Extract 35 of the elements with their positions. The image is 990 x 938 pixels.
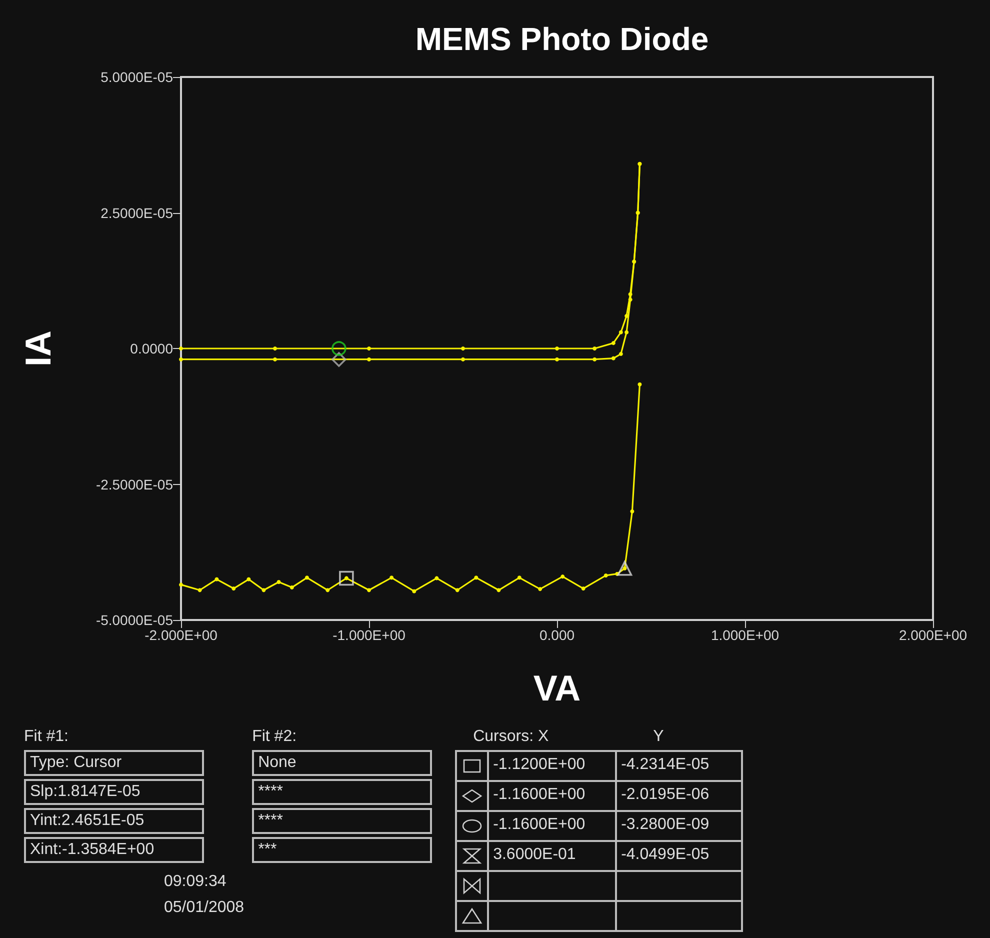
chart-title: MEMS Photo Diode [415,21,709,57]
text: 05/01/2008 [164,899,244,917]
text: **** [252,779,432,805]
text: 09:09:34 [164,873,228,891]
text: -4.0499E-05 [620,845,710,865]
text: Xint:-1.3584E+00 [24,837,204,863]
x-tick-label: -2.000E+00 [144,627,218,643]
text: Y [653,728,665,747]
x-tick-label: -1.000E+00 [332,627,406,643]
text: Yint:2.4651E-05 [24,808,204,834]
y-tick-label: 5.0000E-05 [100,69,174,85]
text: Slp:1.8147E-05 [24,779,204,805]
text: *** [252,837,432,863]
text: -4.2314E-05 [620,755,710,775]
x-tick-label: 1.000E+00 [710,627,780,643]
x-axis-title: VA [533,668,581,708]
y-tick-label: -5.0000E-05 [96,612,174,628]
text: -3.2800E-09 [620,815,710,835]
x-tick-label: 0.000 [539,627,575,643]
text: Fit #2: [252,728,298,747]
text: 3.6000E-01 [489,842,618,870]
x-tick-label: 2.000E+00 [898,627,968,643]
text: -2.0195E-06 [620,785,710,805]
text: None [252,750,432,776]
text: -1.1600E+00 [489,812,618,840]
y-tick-label: 0.0000 [130,340,174,356]
text: **** [252,808,432,834]
text: -1.1200E+00 [489,752,618,780]
text: -1.1600E+00 [489,782,618,810]
y-tick-label: -2.5000E-05 [96,476,174,492]
y-axis-title: IA [18,330,58,366]
text: Type: Cursor [24,750,204,776]
text: Cursors: X [472,728,550,747]
text: Fit #1: [24,728,70,747]
y-tick-label: 2.5000E-05 [100,204,174,221]
